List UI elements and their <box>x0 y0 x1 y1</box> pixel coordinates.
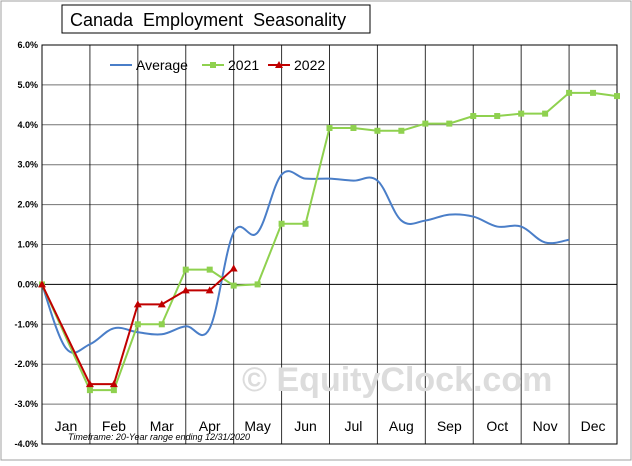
x-tick-label: Aug <box>389 418 414 434</box>
y-tick-label: 3.0% <box>17 160 38 170</box>
point-2021 <box>278 220 285 227</box>
point-2021 <box>110 387 117 394</box>
point-2022 <box>229 264 238 272</box>
point-2021 <box>254 281 261 288</box>
point-2021 <box>614 93 620 100</box>
point-2021 <box>230 282 237 289</box>
legend: Average 2021 2022 <box>110 57 325 73</box>
series-2022 <box>38 264 238 388</box>
y-tick-label: 2.0% <box>17 200 38 210</box>
x-tick-label: Feb <box>102 418 126 434</box>
legend-marker <box>210 62 216 68</box>
point-2022 <box>205 286 214 294</box>
point-2022 <box>157 300 166 308</box>
point-2021 <box>566 89 573 96</box>
point-2022 <box>133 300 142 308</box>
series-layer <box>38 89 620 394</box>
y-tick-label: 5.0% <box>17 80 38 90</box>
x-tick-label: Jan <box>55 418 78 434</box>
y-tick-label: 4.0% <box>17 120 38 130</box>
point-2021 <box>302 220 309 227</box>
y-tick-label: 0.0% <box>17 279 38 289</box>
x-tick-label: Oct <box>486 418 508 434</box>
point-2021 <box>494 113 501 120</box>
x-tick-label: Dec <box>581 418 606 434</box>
point-2021 <box>134 321 141 328</box>
y-tick-label: -3.0% <box>14 399 38 409</box>
x-tick-label: Jul <box>345 418 363 434</box>
series-line-2022 <box>41 267 235 386</box>
point-2021 <box>542 110 549 117</box>
legend-marker <box>275 61 283 68</box>
point-2022 <box>85 380 94 388</box>
timeframe-note: Timeframe: 20-Year range ending 12/31/20… <box>68 432 250 442</box>
y-tick-label: 1.0% <box>17 240 38 250</box>
chart-title: Canada Employment Seasonality <box>70 10 346 30</box>
point-2021 <box>470 113 477 120</box>
y-tick-label: -1.0% <box>14 319 38 329</box>
point-2021 <box>182 266 189 273</box>
series-line-2021 <box>41 91 618 392</box>
point-2022 <box>109 380 118 388</box>
legend-item-average: Average <box>110 57 188 73</box>
point-2021 <box>206 266 213 273</box>
point-2022 <box>38 280 46 288</box>
legend-item-2021: 2021 <box>202 57 259 73</box>
point-2021 <box>374 127 381 134</box>
legend-label: 2021 <box>228 57 259 73</box>
point-2021 <box>422 120 429 127</box>
point-2021 <box>326 124 333 131</box>
legend-label: 2022 <box>294 57 325 73</box>
y-tick-label: 6.0% <box>17 40 38 50</box>
x-tick-label: Jun <box>294 418 317 434</box>
watermark: © EquityClock.com <box>242 361 552 399</box>
y-tick-label: -2.0% <box>14 359 38 369</box>
y-tick-label: -4.0% <box>14 439 38 449</box>
legend-item-2022: 2022 <box>268 57 325 73</box>
point-2022 <box>181 286 190 294</box>
x-tick-label: Nov <box>533 418 558 434</box>
point-2021 <box>398 127 405 134</box>
legend-label: Average <box>136 57 188 73</box>
series-2021 <box>39 89 620 394</box>
point-2021 <box>590 89 597 96</box>
point-2021 <box>350 124 357 131</box>
axis-layer: -4.0% -3.0% -2.0% -1.0% 0.0% 1.0% 2.0% 3.0% 4.0%… <box>14 40 605 449</box>
title-box <box>61 4 371 34</box>
point-2021 <box>86 387 93 394</box>
x-tick-label: Apr <box>199 418 221 434</box>
point-2021 <box>446 120 453 127</box>
x-tick-label: Sep <box>437 418 462 434</box>
point-2021 <box>518 110 525 117</box>
x-tick-label: May <box>244 418 270 434</box>
point-2021 <box>158 321 165 328</box>
x-tick-label: Mar <box>150 418 174 434</box>
